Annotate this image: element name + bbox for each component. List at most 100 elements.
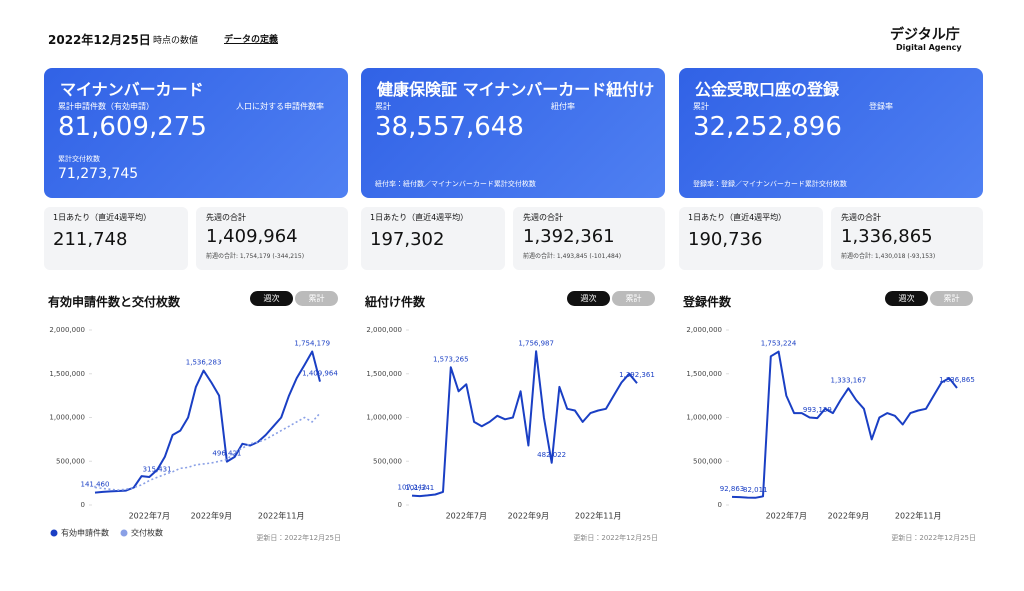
data-label: 101,341 <box>405 484 434 492</box>
weekly-label: 先週の合計 <box>206 213 246 222</box>
daily-value: 197,302 <box>370 229 445 250</box>
data-label: 1,336,865 <box>939 376 975 384</box>
rate-label: 登録率 <box>869 102 893 111</box>
x-tick-label: 2022年11月 <box>575 511 622 521</box>
weekly-label: 先週の合計 <box>841 213 881 222</box>
x-tick-label: 2022年11月 <box>258 511 305 521</box>
x-tick-label: 2022年9月 <box>828 511 869 521</box>
y-tick-label: 1,500,000 <box>686 370 722 378</box>
data-label: 1,536,283 <box>186 359 222 367</box>
y-tick-label: 500,000 <box>373 457 402 465</box>
y-tick-label: 0 <box>81 501 85 509</box>
definition-link[interactable]: データの定義 <box>224 35 279 45</box>
toggle-button[interactable]: 累計 <box>295 291 338 306</box>
line-series <box>411 350 638 498</box>
y-tick-label: 1,000,000 <box>49 414 85 422</box>
weekly-prev: 前週の合計: 1,493,845 (-101,484) <box>523 253 622 260</box>
y-tick-label: 1,500,000 <box>49 370 85 378</box>
card-note: 登録率：登録／マイナンバーカード累計交付枚数 <box>693 180 847 188</box>
weekly-box <box>513 207 665 270</box>
logo-en: Digital Agency <box>896 43 962 52</box>
x-tick-label: 2022年7月 <box>446 511 487 521</box>
weekly-value: 1,392,361 <box>523 226 615 247</box>
x-tick-label: 2022年7月 <box>766 511 807 521</box>
legend-label: 有効申請件数 <box>61 528 109 538</box>
date-suffix: 時点の数値 <box>153 36 199 46</box>
daily-box <box>44 207 188 270</box>
legend-dot <box>120 529 128 537</box>
data-label: 1,756,987 <box>518 339 554 347</box>
stat-value: 32,252,896 <box>693 112 842 142</box>
legend-label: 交付枚数 <box>131 528 163 538</box>
stat-value: 38,557,648 <box>375 112 524 142</box>
x-tick-label: 2022年9月 <box>508 511 549 521</box>
data-label: 496,421 <box>212 450 241 458</box>
toggle-button[interactable]: 累計 <box>930 291 973 306</box>
y-tick-label: 1,000,000 <box>686 414 722 422</box>
data-label: 315,431 <box>143 465 172 473</box>
stat-label: 累計 <box>375 102 391 111</box>
updated-label: 更新日：2022年12月25日 <box>256 533 341 542</box>
daily-box <box>679 207 823 270</box>
card <box>44 68 348 198</box>
stat-label: 累計申請件数（有効申請） <box>58 102 154 111</box>
card-title: マイナンバーカード <box>60 80 204 99</box>
weekly-prev: 前週の合計: 1,430,018 (-93,153) <box>841 253 936 260</box>
toggle-button[interactable]: 週次 <box>250 291 293 306</box>
data-label: 1,573,265 <box>433 355 469 363</box>
stat-label: 累計 <box>693 102 709 111</box>
rate-label: 人口に対する申請件数率 <box>236 102 324 111</box>
updated-label: 更新日：2022年12月25日 <box>891 533 976 542</box>
data-label: 482,022 <box>537 451 566 459</box>
rate-label: 紐付率 <box>551 102 575 111</box>
y-tick-label: 2,000,000 <box>49 326 85 334</box>
line-series <box>94 350 321 494</box>
daily-value: 211,748 <box>53 229 128 250</box>
x-tick-label: 2022年9月 <box>191 511 232 521</box>
card-title: 健康保険証 マイナンバーカード紐付け <box>377 80 655 99</box>
y-tick-label: 500,000 <box>693 457 722 465</box>
weekly-value: 1,409,964 <box>206 226 298 247</box>
daily-label: 1日あたり（直近4週平均） <box>53 213 152 222</box>
weekly-value: 1,336,865 <box>841 226 933 247</box>
x-tick-label: 2022年11月 <box>895 511 942 521</box>
data-label: 82,011 <box>743 486 768 494</box>
date: 2022年12月25日 <box>48 33 151 47</box>
weekly-box <box>831 207 983 270</box>
data-label: 141,460 <box>81 481 110 489</box>
y-tick-label: 500,000 <box>56 457 85 465</box>
card-title: 公金受取口座の登録 <box>695 80 840 99</box>
logo: デジタル庁 <box>890 27 960 43</box>
data-label: 1,754,179 <box>294 340 330 348</box>
stat-value: 71,273,745 <box>58 166 139 182</box>
chart-title: 登録件数 <box>683 295 732 309</box>
daily-value: 190,736 <box>688 229 763 250</box>
stat-label: 累計交付枚数 <box>58 155 100 163</box>
toggle-button[interactable]: 週次 <box>567 291 610 306</box>
toggle-button[interactable]: 累計 <box>612 291 655 306</box>
y-tick-label: 2,000,000 <box>366 326 402 334</box>
line-series <box>731 350 958 499</box>
y-tick-label: 1,500,000 <box>366 370 402 378</box>
card-note: 紐付率：紐付数／マイナンバーカード累計交付枚数 <box>375 180 536 188</box>
data-label: 107,242 <box>398 484 427 492</box>
data-label: 1,409,964 <box>302 370 338 378</box>
toggle-button[interactable]: 週次 <box>885 291 928 306</box>
stat-value: 81,609,275 <box>58 112 207 142</box>
weekly-label: 先週の合計 <box>523 213 563 222</box>
weekly-box <box>196 207 348 270</box>
data-label: 1,333,167 <box>831 376 867 384</box>
chart-title: 有効申請件数と交付枚数 <box>48 295 181 309</box>
card <box>361 68 665 198</box>
line-series <box>94 412 321 491</box>
updated-label: 更新日：2022年12月25日 <box>573 533 658 542</box>
y-tick-label: 2,000,000 <box>686 326 722 334</box>
daily-label: 1日あたり（直近4週平均） <box>688 213 787 222</box>
legend-dot <box>50 529 58 537</box>
y-tick-label: 0 <box>398 501 402 509</box>
daily-box <box>361 207 505 270</box>
y-tick-label: 1,000,000 <box>366 414 402 422</box>
data-label: 993,139 <box>803 406 832 414</box>
weekly-prev: 前週の合計: 1,754,179 (-344,215) <box>206 253 305 260</box>
